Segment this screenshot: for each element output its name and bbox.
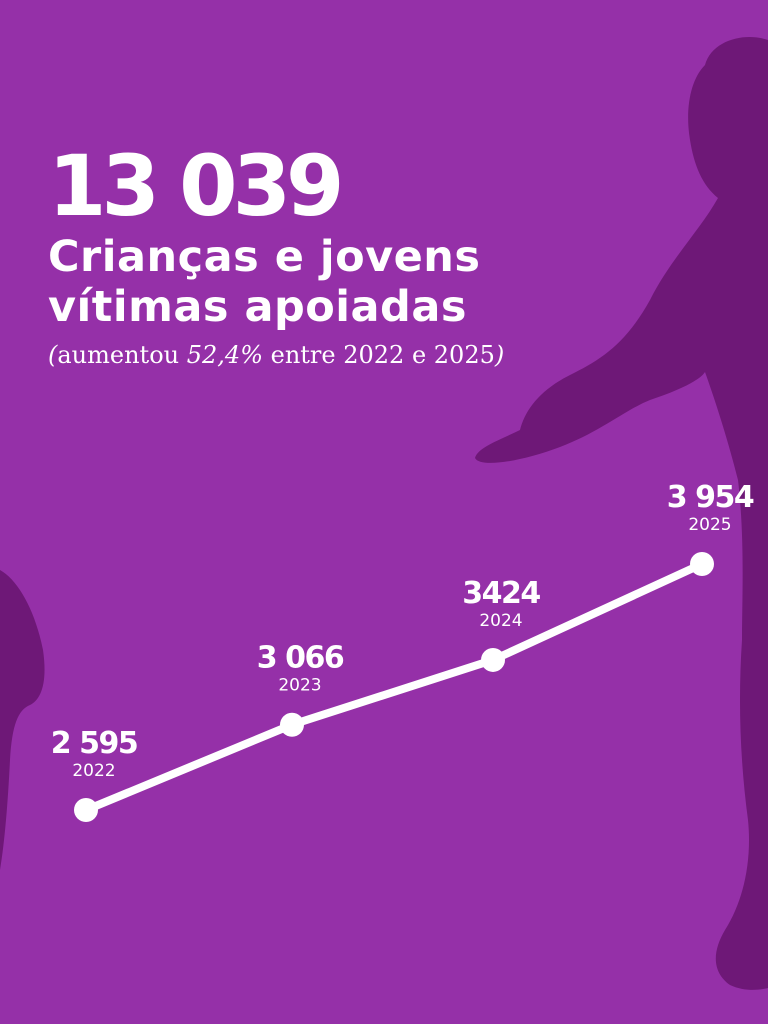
subtitle: Crianças e jovens vítimas apoiadas [48,232,481,332]
note-paren-open: ( [48,341,58,369]
value-label-2025: 3 954 [667,480,754,515]
person-silhouette-right [475,37,768,990]
year-label-2024: 2024 [479,611,522,631]
person-silhouette-left [0,570,45,870]
total-count: 13 039 [48,137,344,235]
data-point-2022 [74,798,98,822]
year-label-2023: 2023 [278,676,321,696]
note-suffix: entre 2022 e 2025 [263,341,495,369]
data-point-2025 [690,552,714,576]
growth-note: (aumentou 52,4% entre 2022 e 2025) [48,340,548,370]
series-line [84,560,704,814]
value-label-2023: 3 066 [257,641,344,676]
headline: 13 039 Crianças e jovens vítimas apoiada… [48,140,548,370]
note-paren-close: ) [494,341,505,369]
year-label-2022: 2022 [72,761,115,781]
data-point-2023 [280,712,304,737]
year-label-2025: 2025 [688,515,731,535]
data-point-2024 [481,647,505,672]
value-label-2024: 3424 [462,576,540,611]
note-prefix: aumentou [57,341,187,369]
growth-percent: 52,4% [186,341,263,369]
value-label-2022: 2 595 [51,726,137,761]
